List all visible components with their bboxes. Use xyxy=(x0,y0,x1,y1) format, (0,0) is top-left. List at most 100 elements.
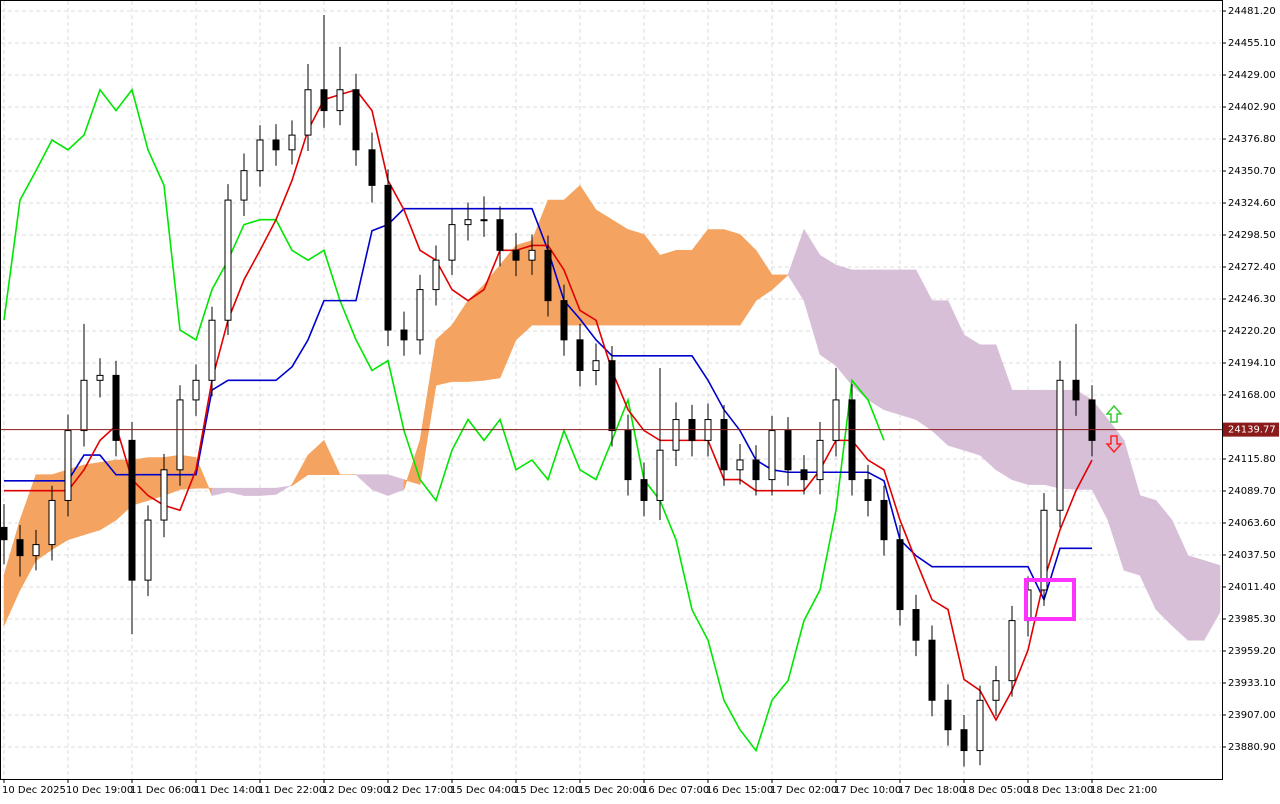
sell-arrow xyxy=(1105,435,1123,454)
x-tick-label: 17 Dec 02:00 xyxy=(770,785,837,796)
candle-body xyxy=(128,439,136,581)
candle-body xyxy=(144,519,152,581)
candle-body xyxy=(672,419,680,451)
candle-body xyxy=(512,249,520,261)
y-tick-label: 24194.10 xyxy=(1228,358,1276,369)
y-tick-label: 24272.40 xyxy=(1228,262,1276,273)
candle-body xyxy=(272,139,280,151)
y-tick-label: 24037.50 xyxy=(1228,550,1276,561)
y-tick-label: 23985.30 xyxy=(1228,614,1276,625)
candle-body xyxy=(0,526,8,541)
candle-body xyxy=(96,374,104,381)
x-tick-label: 17 Dec 18:00 xyxy=(898,785,965,796)
buy-arrow xyxy=(1105,404,1123,423)
candle-body xyxy=(848,399,856,481)
highlight-box xyxy=(1024,578,1076,621)
candle-body xyxy=(192,379,200,401)
candle-body xyxy=(80,379,88,432)
candle-body xyxy=(224,199,232,321)
x-tick-label: 18 Dec 13:00 xyxy=(1026,785,1093,796)
candle-body xyxy=(336,89,344,112)
candle-body xyxy=(928,639,936,701)
cloud-segment xyxy=(1203,560,1221,642)
candle-body xyxy=(1072,379,1080,401)
candle-body xyxy=(368,149,376,186)
y-tick-label: 24376.80 xyxy=(1228,134,1276,145)
cloud-segment xyxy=(579,184,597,326)
candle-body xyxy=(832,399,840,441)
indicator-line xyxy=(3,87,885,753)
x-tick-label: 18 Dec 21:00 xyxy=(1090,785,1157,796)
cloud-segment xyxy=(723,229,741,326)
candle-body xyxy=(240,170,248,201)
cloud-segment xyxy=(1155,499,1173,627)
cloud-segment xyxy=(323,440,341,476)
candle-body xyxy=(720,419,728,471)
x-tick-label: 16 Dec 15:00 xyxy=(706,785,773,796)
y-tick-label: 24324.60 xyxy=(1228,198,1276,209)
y-tick-label: 24115.80 xyxy=(1228,454,1276,465)
candle-body xyxy=(736,459,744,471)
candle-body xyxy=(480,219,488,222)
candle-body xyxy=(1056,379,1064,511)
candle-body xyxy=(496,219,504,251)
candle-body xyxy=(752,459,760,481)
x-tick-label: 11 Dec 06:00 xyxy=(130,785,197,796)
cloud-segment xyxy=(979,344,997,471)
cloud-segment xyxy=(835,264,853,387)
candle-body xyxy=(64,430,72,501)
candle-body xyxy=(912,609,920,641)
candle-body xyxy=(864,479,872,501)
y-tick-label: 24011.40 xyxy=(1228,582,1276,593)
last-price-label: 24139.77 xyxy=(1228,425,1276,436)
candle-body xyxy=(464,219,472,226)
candle-body xyxy=(208,319,216,381)
y-tick-label: 24429.00 xyxy=(1228,70,1276,81)
candle-body xyxy=(384,184,392,331)
cloud-segment xyxy=(1027,389,1045,485)
cloud-segment xyxy=(931,300,949,446)
y-tick-label: 24220.20 xyxy=(1228,326,1276,337)
candle-body xyxy=(352,89,360,151)
candle-body xyxy=(608,360,616,432)
candle-body xyxy=(896,539,904,611)
cloud-segment xyxy=(771,274,789,291)
candle-body xyxy=(992,680,1000,701)
x-tick-label: 11 Dec 22:00 xyxy=(258,785,325,796)
y-tick-label: 23907.00 xyxy=(1228,710,1276,721)
cloud-segment xyxy=(851,269,869,401)
candle-body xyxy=(768,430,776,481)
cloud-segment xyxy=(675,250,693,326)
cloud-segment xyxy=(1011,389,1029,485)
candle-body xyxy=(624,430,632,481)
y-tick-label: 23880.90 xyxy=(1228,742,1276,753)
cloud xyxy=(3,184,1221,642)
candle-body xyxy=(976,699,984,752)
x-tick-label: 15 Dec 20:00 xyxy=(578,785,645,796)
x-tick-label: 17 Dec 10:00 xyxy=(834,785,901,796)
y-tick-label: 24350.70 xyxy=(1228,166,1276,177)
cloud-segment xyxy=(899,269,917,420)
candle-body xyxy=(400,329,408,341)
cloud-segment xyxy=(659,249,677,326)
candle-body xyxy=(560,300,568,341)
cloud-segment xyxy=(627,229,645,326)
x-tick-label: 10 Dec 19:00 xyxy=(66,785,133,796)
cloud-segment xyxy=(243,487,261,496)
x-tick-label: 12 Dec 17:00 xyxy=(386,785,453,796)
candle-body xyxy=(112,374,120,441)
cloud-segment xyxy=(99,459,117,531)
candle-body xyxy=(528,249,536,261)
cloud-segment xyxy=(83,462,101,536)
candle-body xyxy=(304,89,312,136)
y-tick-label: 24481.20 xyxy=(1228,6,1276,17)
candle-body xyxy=(656,449,664,501)
candle-body xyxy=(432,259,440,291)
y-tick-label: 23959.20 xyxy=(1228,646,1276,657)
candle-body xyxy=(784,430,792,471)
cloud-segment xyxy=(1187,555,1205,641)
candle-body xyxy=(1008,620,1016,682)
candle-body xyxy=(320,89,328,112)
y-tick-label: 24455.10 xyxy=(1228,38,1276,49)
